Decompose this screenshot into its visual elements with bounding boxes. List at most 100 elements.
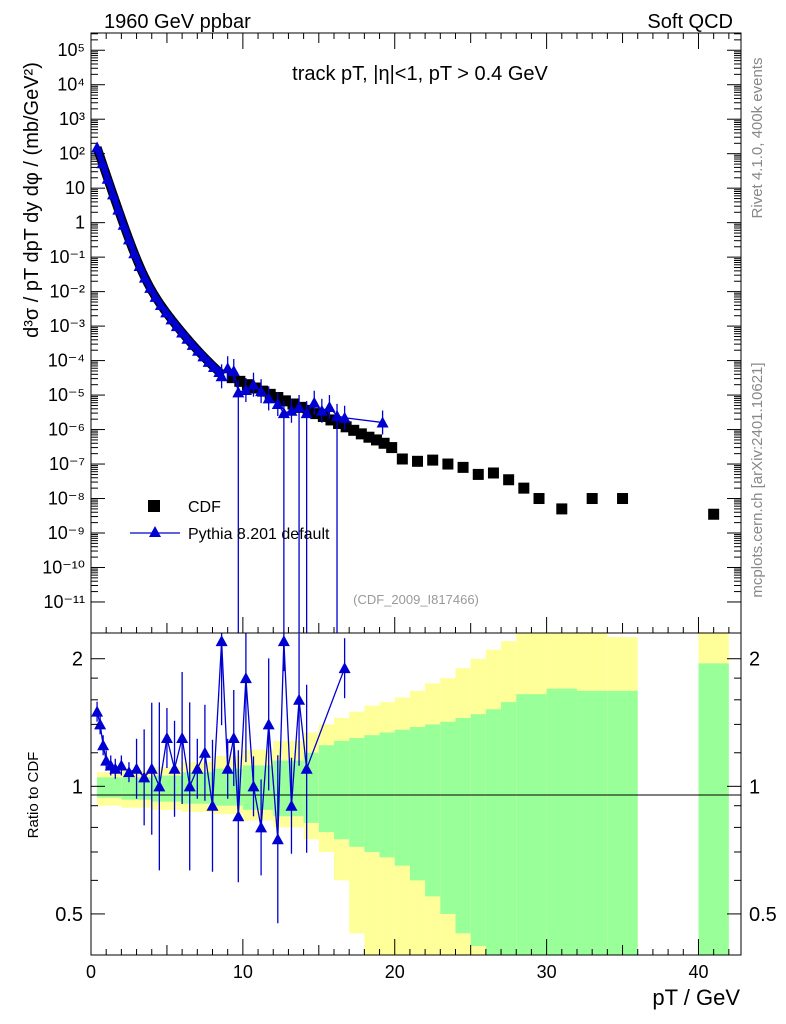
ratio-pythia-point: [94, 718, 107, 730]
ratio-pythia-point: [232, 810, 245, 822]
cdf-point: [279, 395, 291, 407]
legend-label-cdf: CDF: [188, 499, 221, 516]
green-band-bin: [607, 690, 638, 955]
ratio-pythia-point: [130, 762, 143, 774]
main-y-tick-label: 10: [65, 178, 85, 198]
ratio-pythia-point: [97, 739, 110, 751]
main-y-tick-label: 10⁻⁴: [48, 351, 85, 371]
main-y-tick-label: 10⁻¹⁰: [42, 557, 85, 577]
pythia-point: [338, 411, 351, 423]
green-band-bin: [409, 727, 426, 881]
ratio-x-tick-label: 20: [385, 962, 405, 982]
pythia-point: [107, 188, 120, 200]
header-right: Soft QCD: [647, 11, 733, 33]
ratio-pythia-point: [176, 732, 189, 744]
pythia-point: [271, 398, 284, 410]
legend-marker-cdf: [148, 500, 160, 512]
pythia-point: [160, 306, 173, 318]
cdf-point: [340, 421, 352, 433]
header-left: 1960 GeV ppbar: [104, 11, 251, 33]
green-band-bin: [97, 777, 122, 798]
cdf-point: [617, 493, 629, 505]
ratio-pythia-point: [168, 762, 181, 774]
ratio-pythia-point: [115, 759, 128, 771]
ratio-pythia-point: [247, 780, 260, 792]
cdf-point: [234, 375, 246, 387]
ratio-y-tick-label-right: 0.5: [749, 904, 777, 926]
ratio-pythia-point: [271, 833, 284, 845]
green-band-bin: [394, 729, 410, 866]
pythia-point: [122, 233, 135, 245]
main-y-tick-label: 10⁴: [57, 75, 85, 95]
pythia-point: [208, 361, 221, 373]
green-band-bin: [364, 735, 380, 852]
ratio-x-tick-label: 0: [86, 962, 96, 982]
pythia-point: [202, 355, 215, 367]
cdf-point: [586, 493, 598, 505]
pythia-point: [112, 203, 125, 215]
main-y-tick-label: 10⁻³: [49, 316, 85, 336]
cdf-point: [556, 503, 568, 515]
ratio-y-axis-label: Ratio to CDF: [25, 752, 42, 839]
x-axis-label: pT / GeV: [652, 985, 740, 1010]
side-site: mcplots.cern.ch [arXiv:2401.10621]: [749, 362, 766, 597]
pythia-point: [91, 141, 104, 153]
cdf-point: [333, 417, 345, 429]
cdf-point: [472, 468, 484, 480]
ratio-pythia-point: [198, 746, 211, 758]
main-y-tick-label: 10⁻⁵: [48, 385, 85, 405]
main-data-marks: [91, 141, 720, 633]
green-band-bin: [425, 724, 441, 897]
cdf-point: [412, 455, 424, 467]
pythia-point: [247, 378, 260, 390]
cdf-point: [442, 458, 454, 470]
ratio-axis-ticks: 0 10 20 30 40 0.5 0.5 1 1 2 2: [55, 649, 777, 982]
green-band-bin: [546, 688, 577, 955]
ratio-frame: [90, 632, 742, 956]
pythia-point: [293, 401, 306, 413]
ratio-pythia-point: [285, 799, 298, 811]
main-panel: 10⁻¹¹ 10⁻¹⁰ 10⁻⁹ 10⁻⁸ 10⁻⁷ 10⁻⁶ 10⁻⁵ 10⁻⁴ 10⁻³ 10…: [21, 32, 742, 634]
pythia-point: [323, 401, 336, 413]
cdf-point: [378, 437, 390, 449]
pythia-point: [376, 416, 389, 428]
side-version: Rivet 4.1.0, 400k events: [749, 58, 766, 219]
pythia-point: [315, 404, 328, 416]
pythia-point: [215, 370, 228, 382]
cdf-point: [708, 508, 720, 520]
main-y-tick-label: 10⁻¹: [49, 247, 85, 267]
cdf-point: [317, 410, 329, 422]
cdf-point: [355, 428, 367, 440]
pythia-point: [181, 332, 194, 344]
pythia-low-pt-curve: [94, 146, 224, 377]
ratio-pythia-point: [215, 635, 228, 647]
ratio-pythia-point: [122, 766, 135, 778]
green-band-bin: [516, 694, 547, 955]
pythia-point: [154, 298, 167, 310]
green-band-bin: [501, 702, 517, 955]
main-y-tick-label: 10⁻⁶: [48, 420, 85, 440]
ratio-pythia-point: [293, 693, 306, 705]
pythia-point: [197, 350, 210, 362]
cdf-point: [386, 442, 398, 454]
ratio-pythia-point: [191, 762, 204, 774]
ratio-y-tick-label-right: 2: [749, 649, 760, 671]
ratio-pythia-point: [160, 732, 173, 744]
pythia-point: [186, 338, 199, 350]
pythia-point: [133, 260, 146, 272]
main-y-tick-label: 10⁻⁹: [48, 523, 85, 543]
pythia-point: [285, 404, 298, 416]
green-band-bin: [485, 709, 502, 955]
ratio-pythia-point: [227, 732, 240, 744]
pythia-point: [170, 320, 183, 332]
ratio-pythia-point: [262, 718, 275, 730]
cdf-point: [457, 461, 469, 473]
ratio-x-tick-label: 30: [537, 962, 557, 982]
pythia-point: [176, 326, 189, 338]
main-title: track pT, |η|<1, pT > 0.4 GeV: [292, 63, 548, 85]
ratio-panel: 0 10 20 30 40 0.5 0.5 1 1 2 2 Ratio to CDF: [25, 632, 777, 982]
cdf-point: [363, 431, 375, 443]
pythia-point: [308, 396, 321, 408]
main-y-tick-label: 10⁻¹¹: [43, 592, 85, 612]
